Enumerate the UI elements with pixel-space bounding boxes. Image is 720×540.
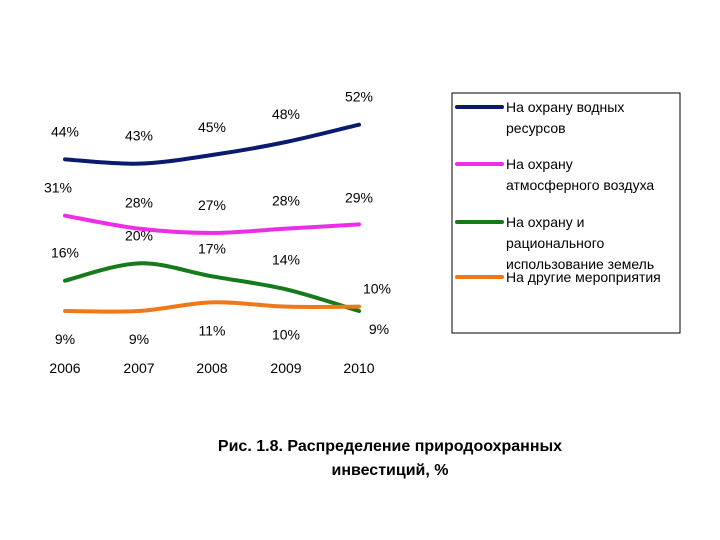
data-label-s1-2009: 48% [272, 106, 300, 122]
legend-label-3-1: На охрану и [506, 214, 584, 230]
data-label-s1-2007: 43% [125, 128, 153, 144]
series-lines [63, 122, 361, 314]
data-label-s4-2009: 10% [272, 327, 300, 343]
data-label-s3-2006: 16% [51, 245, 79, 261]
data-label-s1-2006: 44% [51, 123, 79, 139]
data-label-s1-2008: 45% [198, 119, 226, 135]
x-tick-2010: 2010 [343, 360, 374, 376]
caption-line-2: инвестиций, % [331, 462, 449, 479]
series-line-4 [63, 300, 361, 314]
legend-label-4-1: На другие мероприятия [506, 269, 661, 285]
legend: На охрану водных ресурсов На охрану атмосфе… [451, 92, 681, 334]
figure-caption: Рис. 1.8. Распределение природоохранных … [120, 435, 660, 483]
data-labels: 44% 43% 45% 48% 52% 31% 28% 27% 28% 29% 16% 20% 17% 1… [44, 89, 391, 347]
data-label-s4-2007: 9% [129, 331, 149, 347]
caption-line-1: Рис. 1.8. Распределение природоохранных [217, 438, 563, 455]
legend-box [451, 92, 681, 334]
x-tick-2009: 2009 [270, 360, 301, 376]
legend-label-1-2: ресурсов [506, 120, 566, 136]
line-chart: 44% 43% 45% 48% 52% 31% 28% 27% 28% 29% 16% 20% 17% 1… [44, 89, 681, 376]
data-label-s3-2009: 14% [272, 251, 300, 267]
data-label-s2-2008: 27% [198, 197, 226, 213]
series-line-1 [63, 122, 361, 166]
data-label-s2-2009: 28% [272, 193, 300, 209]
legend-label-3-3: использование земель [506, 256, 654, 272]
series-line-2 [63, 213, 361, 236]
legend-label-3-2: рационального [506, 235, 604, 251]
x-tick-2008: 2008 [196, 360, 227, 376]
data-label-s4-2010: 10% [363, 281, 391, 297]
data-label-s1-2010: 52% [345, 89, 373, 105]
x-tick-2006: 2006 [49, 360, 80, 376]
data-label-s3-2007: 20% [125, 227, 153, 243]
data-label-s2-2007: 28% [125, 195, 153, 211]
data-label-s2-2006: 31% [44, 180, 72, 196]
x-tick-2007: 2007 [123, 360, 154, 376]
legend-label-2-1: На охрану [506, 156, 573, 172]
data-label-s4-2006: 9% [55, 331, 75, 347]
x-axis-ticks: 2006 2007 2008 2009 2010 [49, 360, 374, 376]
legend-label-1-1: На охрану водных [506, 99, 624, 115]
data-label-s3-2008: 17% [198, 240, 226, 256]
legend-label-2-2: атмосферного воздуха [506, 177, 654, 193]
data-label-s2-2010: 29% [345, 189, 373, 205]
data-label-s4-2008: 11% [199, 322, 226, 338]
series-line-3 [63, 261, 361, 313]
data-label-s3-2010: 9% [369, 321, 389, 337]
